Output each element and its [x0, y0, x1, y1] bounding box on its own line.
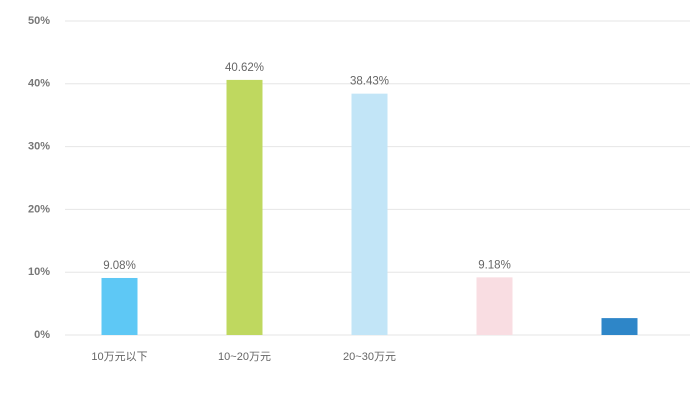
- x-tick-label: 10万元以下: [91, 351, 147, 363]
- x-tick-label: 10~20万元: [218, 351, 271, 363]
- y-tick-label: 10%: [28, 266, 50, 278]
- x-tick-label: 20~30万元: [343, 351, 396, 363]
- value-label: 38.43%: [350, 76, 389, 88]
- value-label: 40.62%: [225, 62, 264, 74]
- value-label: 9.08%: [103, 260, 136, 272]
- y-tick-label: 20%: [28, 203, 50, 215]
- bar: [476, 277, 513, 335]
- y-tick-label: 0%: [34, 329, 50, 341]
- y-tick-label: 40%: [28, 78, 50, 90]
- bar: [351, 93, 388, 335]
- bar: [601, 318, 638, 335]
- bar: [226, 79, 263, 335]
- bar: [101, 277, 138, 335]
- y-tick-label: 30%: [28, 141, 50, 153]
- value-label: 9.18%: [478, 259, 511, 271]
- y-tick-label: 50%: [28, 15, 50, 27]
